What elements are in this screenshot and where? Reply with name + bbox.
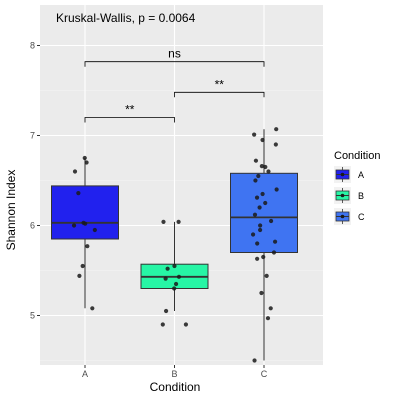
box-C (230, 172, 298, 253)
data-point (173, 281, 179, 287)
legend: Condition A B C (334, 150, 380, 225)
data-point (271, 250, 277, 255)
data-point (92, 227, 97, 233)
data-point (253, 178, 258, 183)
data-point (176, 274, 182, 279)
data-point (183, 322, 189, 327)
x-tick-label: A (82, 369, 88, 379)
data-point (254, 195, 260, 200)
bracket (174, 91, 265, 98)
data-point (258, 227, 263, 233)
data-point (72, 169, 78, 174)
data-point (263, 164, 268, 170)
data-point (252, 132, 257, 137)
bracket-label: ** (125, 103, 135, 117)
y-axis-title: Shannon Index (4, 170, 18, 251)
boxes (51, 129, 298, 361)
data-point (161, 219, 166, 224)
data-point (90, 306, 95, 311)
data-point (85, 244, 90, 249)
grid-minor (40, 90, 323, 361)
data-point (172, 286, 177, 291)
data-point (260, 137, 265, 143)
data-point (274, 187, 279, 192)
legend-label: A (358, 170, 364, 180)
legend-key-point (340, 193, 345, 198)
data-point (264, 273, 269, 278)
data-point (77, 273, 82, 278)
bracket (84, 61, 265, 67)
data-point (261, 254, 266, 260)
data-point (268, 218, 274, 224)
data-point (250, 232, 256, 237)
data-point (257, 205, 262, 210)
x-tick-label: B (171, 369, 177, 379)
data-point (83, 221, 88, 226)
data-point (268, 306, 273, 311)
data-point (259, 164, 265, 169)
y-tick-label: 5 (30, 311, 35, 321)
legend-title: Condition (334, 150, 380, 162)
data-point (252, 358, 257, 363)
test-annotation: Kruskal-Wallis, p = 0.0064 (56, 11, 196, 25)
legend-entry-B: B (334, 187, 364, 204)
x-axis: A B C (82, 365, 268, 379)
data-point (163, 308, 169, 314)
data-point (176, 219, 181, 224)
bracket-label: ** (215, 77, 225, 91)
data-point (255, 256, 260, 261)
data-point (172, 263, 177, 269)
data-point (259, 290, 264, 296)
box-A (51, 185, 119, 240)
data-point (256, 173, 261, 179)
jitter-points (71, 127, 279, 363)
data-point (253, 158, 259, 163)
data-point (163, 276, 168, 281)
y-axis: 5 6 7 8 (30, 41, 40, 321)
data-point (263, 200, 268, 206)
y-tick-label: 7 (30, 131, 35, 141)
y-tick-label: 6 (30, 221, 35, 231)
data-point (274, 127, 279, 132)
legend-entry-C: C (334, 208, 365, 225)
significance-brackets: ** ** ns (84, 47, 265, 123)
data-point (255, 241, 260, 246)
data-point (82, 155, 87, 161)
data-point (76, 191, 81, 196)
legend-key-point (340, 214, 345, 219)
data-point (258, 223, 263, 228)
x-axis-title: Condition (150, 380, 201, 394)
x-tick-label: C (261, 369, 268, 379)
data-point (252, 212, 258, 217)
data-point (273, 142, 278, 147)
legend-label: C (358, 212, 365, 222)
data-point (160, 322, 165, 327)
data-point (266, 169, 271, 174)
data-point (165, 266, 170, 271)
data-point (71, 223, 77, 228)
legend-entry-A: A (334, 166, 364, 183)
legend-key-point (340, 172, 345, 177)
data-point (265, 316, 271, 321)
data-point (80, 263, 85, 269)
legend-label: B (358, 191, 364, 201)
y-tick-label: 8 (30, 41, 35, 51)
bracket-label: ns (168, 47, 181, 61)
data-point (260, 191, 265, 197)
bracket (84, 117, 175, 123)
data-point (84, 160, 89, 165)
data-point (272, 239, 278, 244)
